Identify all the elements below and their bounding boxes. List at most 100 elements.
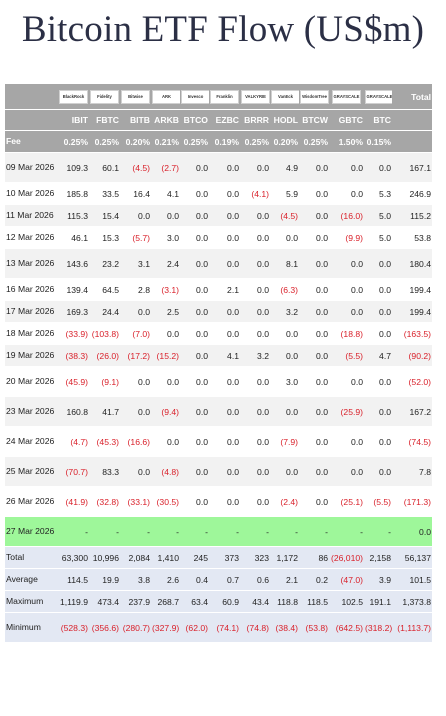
flow-cell: 0.0	[299, 366, 329, 397]
row-total-cell: 199.4	[392, 300, 432, 323]
summary-cell: 473.4	[89, 590, 120, 613]
issuer-logo: VALKYRIE	[241, 89, 270, 104]
logo-cell: VALKYRIE	[240, 84, 270, 110]
issuer-logo: Fidelity	[90, 89, 119, 104]
date-cell: 23 Mar 2026	[5, 396, 58, 427]
row-total-cell: 115.2	[392, 204, 432, 227]
fee-cell: 0.25%	[180, 130, 209, 153]
flow-cell: 0.0	[209, 226, 240, 249]
flow-cell: 0.0	[180, 366, 209, 397]
issuer-logo: GRAYSCALE	[332, 89, 361, 104]
summary-cell: 118.5	[299, 590, 329, 613]
flow-cell: 23.2	[89, 248, 120, 279]
flow-cell: 0.0	[299, 300, 329, 323]
flow-cell: (25.9)	[329, 396, 364, 427]
flow-cell: 0.0	[180, 182, 209, 205]
summary-cell: 1,172	[270, 546, 299, 569]
flow-cell: 0.0	[120, 300, 151, 323]
flow-cell: 0.0	[364, 152, 392, 183]
logo-row: BlackRock Fidelity Bitwise ARK Invesco Frankl…	[5, 84, 432, 110]
flow-cell: 0.0	[329, 300, 364, 323]
flow-cell: 5.0	[364, 226, 392, 249]
date-cell: 09 Mar 2026	[5, 152, 58, 183]
flow-cell: 0.0	[364, 396, 392, 427]
logo-cell: BlackRock	[58, 84, 89, 110]
flow-cell: 0.0	[209, 152, 240, 183]
flow-cell: 0.0	[240, 152, 270, 183]
ticker-header: EZBC	[209, 109, 240, 131]
flow-cell: (70.7)	[58, 456, 89, 487]
summary-cell: 2,084	[120, 546, 151, 569]
summary-cell: 1,410	[151, 546, 180, 569]
flow-cell: 0.0	[329, 152, 364, 183]
flow-cell: 0.0	[180, 486, 209, 517]
corner-cell	[5, 84, 58, 110]
flow-cell: 0.0	[151, 204, 180, 227]
flow-cell: 0.0	[180, 322, 209, 345]
flow-cell: (45.9)	[58, 366, 89, 397]
flow-cell: -	[180, 516, 209, 547]
flow-cell: 0.0	[240, 204, 270, 227]
flow-cell: (2.7)	[151, 152, 180, 183]
flow-cell: 0.0	[329, 182, 364, 205]
flow-cell: 0.0	[299, 322, 329, 345]
flow-cell: (3.1)	[151, 278, 180, 301]
flow-cell: 0.0	[240, 300, 270, 323]
flow-cell: 4.1	[209, 344, 240, 367]
row-total-cell: 167.2	[392, 396, 432, 427]
flow-cell: 64.5	[89, 278, 120, 301]
summary-cell: 102.5	[329, 590, 364, 613]
table-row: 17 Mar 2026 169.3 24.4 0.0 2.5 0.0 0.0 0.0 3.2 0.…	[5, 300, 432, 323]
summary-cell: 10,996	[89, 546, 120, 569]
flow-cell: 0.0	[209, 396, 240, 427]
flow-cell: (41.9)	[58, 486, 89, 517]
summary-row: Average 114.5 19.9 3.8 2.6 0.4 0.7 0.6 2.1 0.2 (47…	[5, 568, 432, 591]
blank-cell	[392, 109, 432, 131]
flow-cell: 46.1	[58, 226, 89, 249]
summary-total-cell: 101.5	[392, 568, 432, 591]
flow-cell: (25.1)	[329, 486, 364, 517]
ticker-header: BTCO	[180, 109, 209, 131]
flow-cell: -	[270, 516, 299, 547]
summary-row: Maximum 1,119.9 473.4 237.9 268.7 63.4 60.9 43.…	[5, 590, 432, 613]
flow-cell: 83.3	[89, 456, 120, 487]
ticker-header: BRRR	[240, 109, 270, 131]
flow-cell: (5.7)	[120, 226, 151, 249]
flow-cell: 0.0	[180, 152, 209, 183]
page-title: Bitcoin ETF Flow (US$m)	[21, 9, 425, 50]
logo-cell: GRAYSCALE	[329, 84, 364, 110]
flow-cell: 4.7	[364, 344, 392, 367]
flow-cell: 16.4	[120, 182, 151, 205]
flow-cell: 0.0	[364, 426, 392, 457]
flow-cell: 0.0	[180, 248, 209, 279]
fee-row: Fee 0.25% 0.25% 0.20% 0.21% 0.25% 0.19% 0.25% 0.…	[5, 130, 432, 153]
summary-cell: 43.4	[240, 590, 270, 613]
flow-cell: 0.0	[180, 456, 209, 487]
issuer-logo: BlackRock	[59, 89, 88, 104]
flow-cell: -	[299, 516, 329, 547]
flow-cell: 2.5	[151, 300, 180, 323]
etf-flow-table: BlackRock Fidelity Bitwise ARK Invesco Frankl…	[5, 84, 432, 643]
flow-cell: 0.0	[329, 366, 364, 397]
summary-cell: (356.6)	[89, 612, 120, 643]
flow-cell: 0.0	[270, 322, 299, 345]
summary-cell: (26,010)	[329, 546, 364, 569]
flow-cell: 41.7	[89, 396, 120, 427]
flow-cell: 0.0	[270, 396, 299, 427]
fee-cell: 0.25%	[240, 130, 270, 153]
flow-cell: -	[329, 516, 364, 547]
summary-cell: 2.6	[151, 568, 180, 591]
flow-cell: -	[120, 516, 151, 547]
flow-cell: 0.0	[299, 396, 329, 427]
flow-cell: 0.0	[299, 456, 329, 487]
flow-cell: 0.0	[120, 396, 151, 427]
flow-cell: 0.0	[329, 426, 364, 457]
table-row: 12 Mar 2026 46.1 15.3 (5.7) 3.0 0.0 0.0 0.0 0.0 0…	[5, 226, 432, 249]
flow-cell: 0.0	[151, 366, 180, 397]
date-cell: 18 Mar 2026	[5, 322, 58, 345]
blank-cell	[392, 130, 432, 153]
summary-cell: 373	[209, 546, 240, 569]
table-row: 26 Mar 2026 (41.9) (32.8) (33.1) (30.5) 0.0 0.…	[5, 486, 432, 517]
logo-cell: Fidelity	[89, 84, 120, 110]
flow-cell: 0.0	[209, 300, 240, 323]
